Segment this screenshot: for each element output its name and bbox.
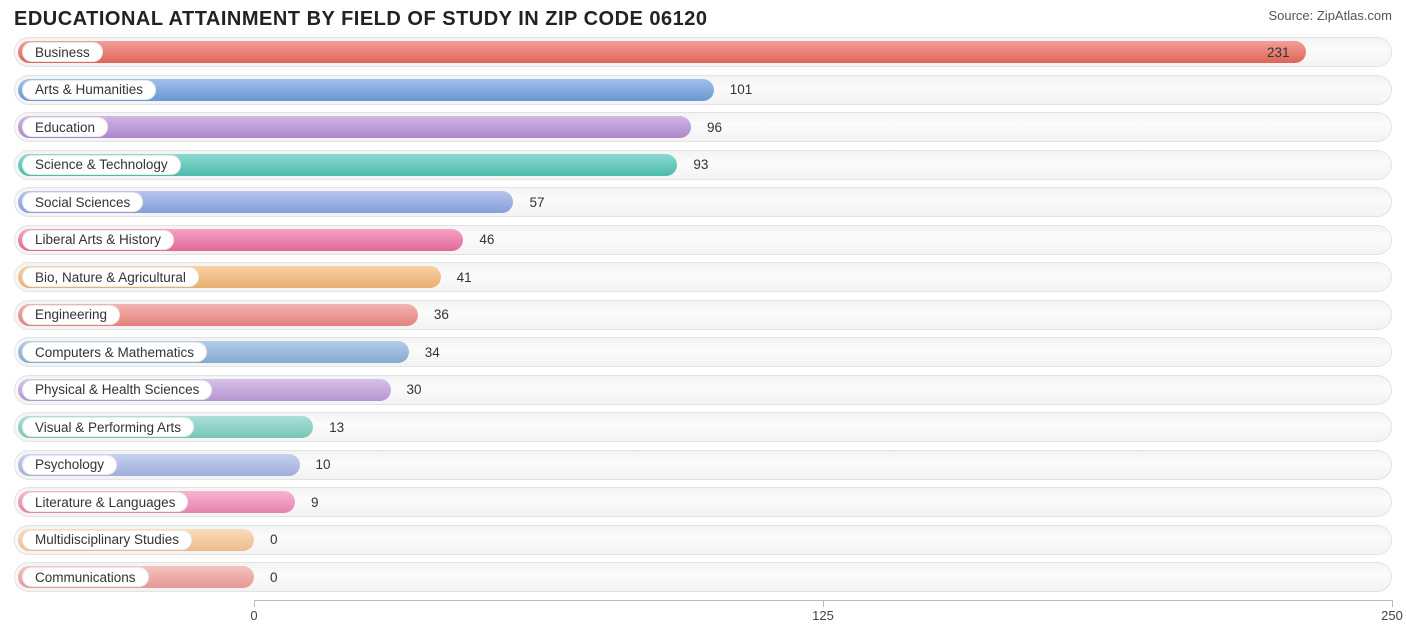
- bar-value: 231: [1257, 37, 1300, 67]
- bar-value: 46: [469, 225, 504, 255]
- bar-row: Physical & Health Sciences 30: [14, 375, 1392, 405]
- category-pill: Psychology: [22, 455, 117, 475]
- bar-value: 41: [447, 262, 482, 292]
- bar-value: 101: [720, 75, 763, 105]
- category-pill: Business: [22, 42, 103, 62]
- category-pill: Visual & Performing Arts: [22, 417, 194, 437]
- bar-row: Arts & Humanities 101: [14, 75, 1392, 105]
- bar-row: Business 231: [14, 37, 1392, 67]
- x-axis-tick: [254, 600, 255, 607]
- bar-value: 36: [424, 300, 459, 330]
- chart-header: Educational Attainment by Field of Study…: [0, 0, 1406, 37]
- bar-row: Liberal Arts & History 46: [14, 225, 1392, 255]
- bar-value: 30: [397, 375, 432, 405]
- bar-value: 0: [260, 562, 288, 592]
- bar-row: Psychology 10: [14, 450, 1392, 480]
- bar-value: 0: [260, 525, 288, 555]
- x-axis-tick: [823, 600, 824, 607]
- source-value: ZipAtlas.com: [1317, 8, 1392, 23]
- bar-value: 96: [697, 112, 732, 142]
- category-pill: Multidisciplinary Studies: [22, 530, 192, 550]
- x-axis: 0125250: [14, 600, 1392, 628]
- category-pill: Arts & Humanities: [22, 80, 156, 100]
- bar-fill: [18, 41, 1306, 63]
- bar-row: Visual & Performing Arts 13: [14, 412, 1392, 442]
- category-pill: Literature & Languages: [22, 492, 188, 512]
- bar-value: 9: [301, 487, 329, 517]
- bar-row: Social Sciences 57: [14, 187, 1392, 217]
- bar-value: 93: [683, 150, 718, 180]
- bar-row: Literature & Languages 9: [14, 487, 1392, 517]
- category-pill: Science & Technology: [22, 155, 181, 175]
- bar-row: Science & Technology 93: [14, 150, 1392, 180]
- bar-value: 10: [306, 450, 341, 480]
- category-pill: Bio, Nature & Agricultural: [22, 267, 199, 287]
- bar-row: Computers & Mathematics 34: [14, 337, 1392, 367]
- category-pill: Liberal Arts & History: [22, 230, 174, 250]
- category-pill: Physical & Health Sciences: [22, 380, 212, 400]
- x-axis-tick: [1392, 600, 1393, 607]
- category-pill: Computers & Mathematics: [22, 342, 207, 362]
- category-pill: Engineering: [22, 305, 120, 325]
- bar-value: 34: [415, 337, 450, 367]
- x-axis-tick-label: 250: [1381, 608, 1403, 623]
- chart-source: Source: ZipAtlas.com: [1268, 8, 1392, 23]
- bar-row: Multidisciplinary Studies 0: [14, 525, 1392, 555]
- x-axis-tick-label: 125: [812, 608, 834, 623]
- bar-row: Education 96: [14, 112, 1392, 142]
- chart-title: Educational Attainment by Field of Study…: [14, 8, 708, 31]
- bar-row: Communications 0: [14, 562, 1392, 592]
- source-label: Source:: [1268, 8, 1316, 23]
- bar-row: Bio, Nature & Agricultural 41: [14, 262, 1392, 292]
- bar-fill: [18, 116, 691, 138]
- bar-value: 13: [319, 412, 354, 442]
- category-pill: Social Sciences: [22, 192, 143, 212]
- x-axis-tick-label: 0: [250, 608, 257, 623]
- category-pill: Education: [22, 117, 108, 137]
- bar-value: 57: [519, 187, 554, 217]
- category-pill: Communications: [22, 567, 149, 587]
- bar-row: Engineering 36: [14, 300, 1392, 330]
- bar-chart: Business 231 Arts & Humanities 101 Education…: [0, 37, 1406, 592]
